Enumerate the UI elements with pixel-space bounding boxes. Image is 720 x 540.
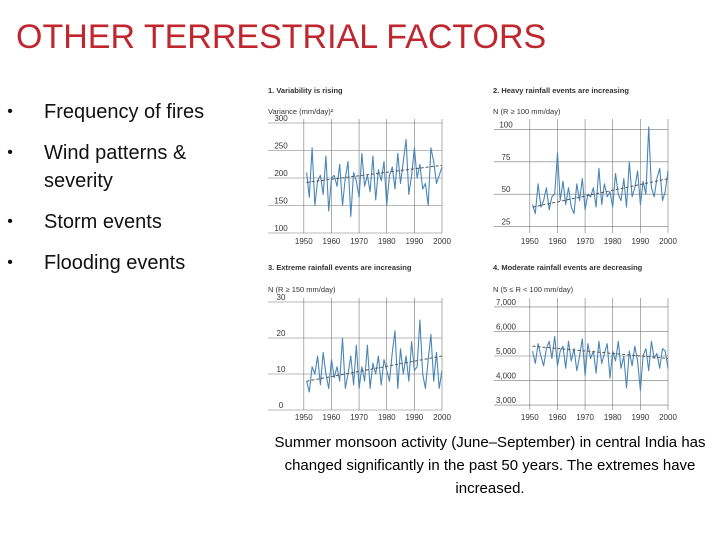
x-tick-label: 1980 (604, 237, 622, 246)
y-tick-label: 200 (274, 169, 288, 178)
bullet-list: • Frequency of fires • Wind patterns & sev… (7, 98, 243, 290)
y-tick-label: 6,000 (496, 322, 517, 331)
x-tick-label: 1950 (295, 237, 313, 246)
x-tick-label: 1970 (576, 413, 594, 422)
chart-title: 3. Extreme rainfall events are increasin… (268, 263, 412, 272)
y-tick-label: 0 (279, 401, 284, 410)
x-tick-label: 1980 (378, 237, 396, 246)
bullet-glyph: • (7, 254, 13, 271)
x-tick-label: 1950 (521, 237, 539, 246)
x-tick-label: 1950 (295, 413, 313, 422)
x-tick-label: 1990 (631, 237, 649, 246)
x-tick-label: 1960 (549, 413, 567, 422)
y-tick-label: 300 (274, 114, 288, 123)
y-axis-label: N (5 ≤ R < 100 mm/day) (493, 285, 574, 294)
series-line (306, 138, 443, 218)
chart-title: 4. Moderate rainfall events are decreasi… (493, 263, 643, 272)
bullet-item: • Flooding events (7, 249, 243, 277)
x-tick-label: 2000 (433, 413, 451, 422)
trend-line (306, 164, 443, 183)
chart-panel-4: 4. Moderate rainfall events are decreasi… (493, 263, 677, 422)
bullet-text: Frequency of fires (44, 101, 205, 123)
bullet-item: • Storm events (7, 208, 243, 236)
y-tick-label: 7,000 (496, 298, 517, 307)
chart-panel-1: 1. Variability is rising Variance (mm/day… (268, 86, 451, 246)
x-tick-label: 1960 (323, 413, 341, 422)
bullet-item: • Frequency of fires (7, 98, 243, 126)
x-tick-label: 1980 (378, 413, 396, 422)
chart-panel-2: 2. Heavy rainfall events are increasing N… (493, 86, 677, 246)
bullet-text: Storm events (44, 211, 162, 233)
bullet-text: Flooding events (44, 252, 186, 274)
x-tick-label: 1960 (323, 237, 341, 246)
y-tick-label: 150 (274, 197, 288, 206)
y-axis-label: N (R ≥ 150 mm/day) (268, 285, 336, 294)
x-tick-label: 1970 (576, 237, 594, 246)
y-tick-label: 5,000 (496, 347, 517, 356)
y-tick-label: 100 (499, 120, 513, 129)
bullet-glyph: • (7, 213, 13, 230)
bullet-item: • Wind patterns & severity (7, 139, 243, 195)
figure-caption: Summer monsoon activity (June–September)… (274, 434, 706, 497)
x-tick-label: 1980 (604, 413, 622, 422)
trend-line (532, 178, 669, 208)
x-tick-label: 2000 (659, 413, 677, 422)
y-tick-label: 20 (277, 329, 286, 338)
trend-line (306, 355, 443, 382)
y-tick-label: 3,000 (496, 396, 517, 405)
y-axis-label: Variance (mm/day)² (268, 107, 334, 116)
bullet-glyph: • (7, 144, 13, 161)
bullet-glyph: • (7, 103, 13, 120)
chart-title: 2. Heavy rainfall events are increasing (493, 86, 629, 95)
x-tick-label: 2000 (659, 237, 677, 246)
x-tick-label: 1970 (350, 237, 368, 246)
x-tick-label: 1990 (405, 413, 423, 422)
y-tick-label: 4,000 (496, 372, 517, 381)
y-tick-label: 250 (274, 142, 288, 151)
series-line (532, 335, 669, 391)
chart-panel-3: 3. Extreme rainfall events are increasin… (268, 263, 451, 422)
series-line (306, 319, 443, 393)
x-tick-label: 1960 (549, 237, 567, 246)
y-tick-label: 25 (502, 218, 511, 227)
y-tick-label: 100 (274, 224, 288, 233)
x-tick-label: 1950 (521, 413, 539, 422)
x-tick-label: 1990 (631, 413, 649, 422)
x-tick-label: 2000 (433, 237, 451, 246)
x-tick-label: 1990 (405, 237, 423, 246)
series-line (532, 126, 669, 215)
bullet-text: Wind patterns & severity (44, 142, 187, 192)
y-axis-label: N (R ≥ 100 mm/day) (493, 107, 561, 116)
slide-title: OTHER TERRESTRIAL FACTORS (16, 18, 547, 56)
y-tick-label: 30 (277, 293, 286, 302)
y-tick-label: 50 (502, 185, 511, 194)
trend-line (532, 345, 669, 359)
y-tick-label: 75 (502, 153, 511, 162)
y-tick-label: 10 (277, 365, 286, 374)
chart-title: 1. Variability is rising (268, 86, 343, 95)
x-tick-label: 1970 (350, 413, 368, 422)
